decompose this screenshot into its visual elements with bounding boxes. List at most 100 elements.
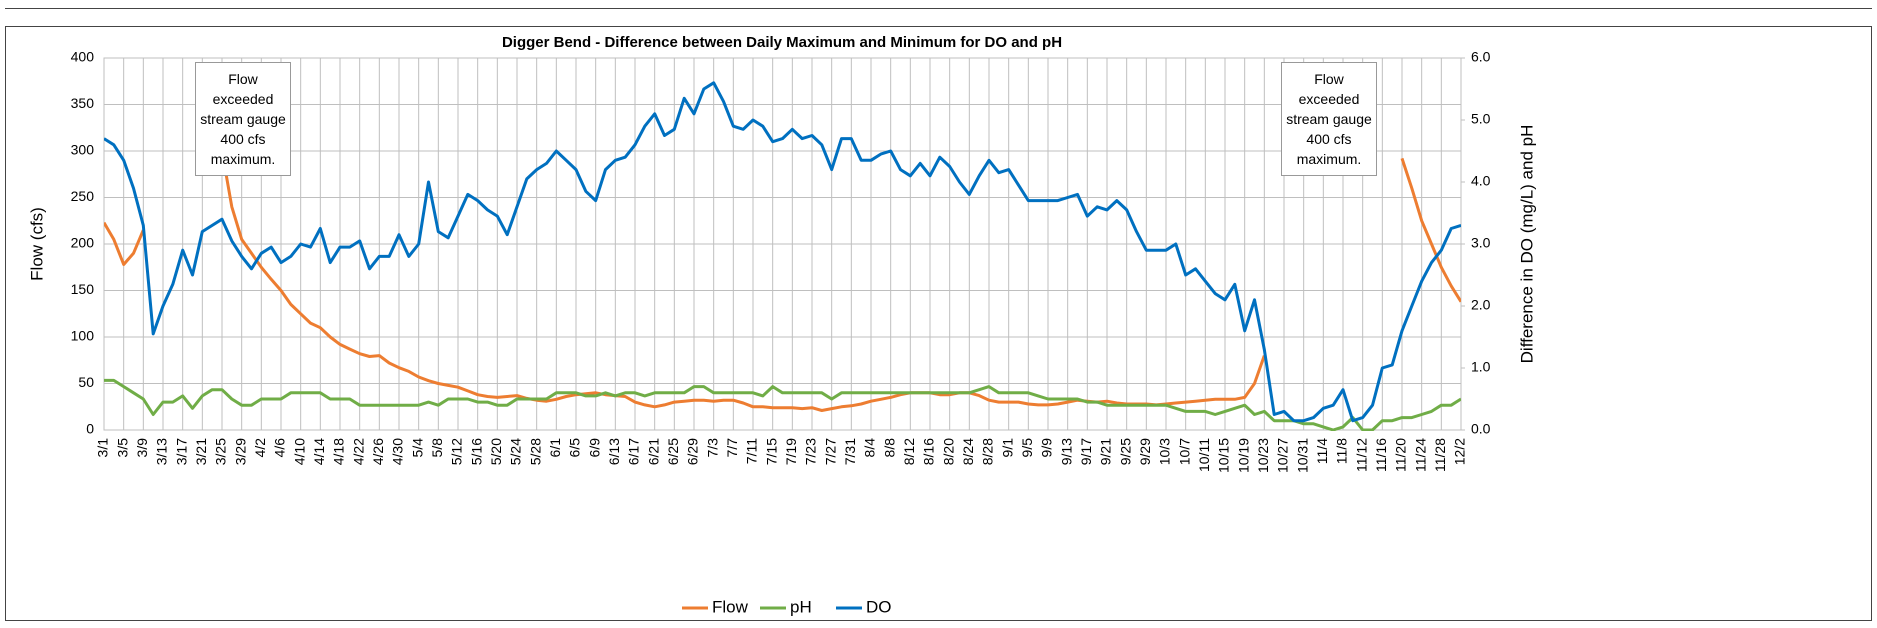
x-tick-label: 7/7 xyxy=(724,438,740,458)
x-tick-label: 5/16 xyxy=(468,438,484,465)
legend-label: pH xyxy=(790,597,812,616)
x-tick-label: 9/1 xyxy=(999,438,1015,458)
x-tick-label: 5/4 xyxy=(409,438,425,458)
x-tick-label: 3/21 xyxy=(193,438,209,465)
y-tick-label: 300 xyxy=(71,142,95,158)
x-tick-label: 4/6 xyxy=(272,438,288,458)
x-tick-label: 5/20 xyxy=(488,438,504,465)
y2-tick-label: 3.0 xyxy=(1471,235,1491,251)
x-tick-label: 11/20 xyxy=(1393,438,1409,472)
x-tick-label: 3/13 xyxy=(154,438,170,465)
annotation: Flow exceeded stream gauge 400 cfs maxim… xyxy=(1281,62,1377,176)
x-tick-label: 8/12 xyxy=(901,438,917,465)
x-tick-label: 10/15 xyxy=(1216,438,1232,473)
y-axis-title: Flow (cfs) xyxy=(27,207,46,281)
y-tick-label: 200 xyxy=(71,235,95,251)
x-tick-label: 8/28 xyxy=(980,438,996,465)
x-tick-label: 8/24 xyxy=(960,438,976,465)
x-tick-label: 6/17 xyxy=(626,438,642,465)
series-line xyxy=(104,81,1461,423)
x-tick-label: 10/23 xyxy=(1255,438,1271,473)
x-tick-label: 11/28 xyxy=(1432,438,1448,472)
x-tick-label: 3/25 xyxy=(213,438,229,465)
y-tick-label: 0 xyxy=(86,421,94,437)
legend-label: DO xyxy=(866,597,892,616)
x-tick-label: 9/5 xyxy=(1019,438,1035,458)
y-tick-label: 400 xyxy=(71,49,95,65)
x-tick-label: 4/26 xyxy=(370,438,386,465)
x-tick-label: 10/3 xyxy=(1157,438,1173,465)
x-tick-label: 11/12 xyxy=(1353,438,1369,472)
y-tick-label: 100 xyxy=(71,328,95,344)
y2-tick-label: 2.0 xyxy=(1471,297,1491,313)
x-tick-label: 6/21 xyxy=(645,438,661,465)
x-tick-label: 7/11 xyxy=(744,438,760,464)
plot-frame xyxy=(103,57,1462,431)
x-tick-label: 5/24 xyxy=(508,438,524,465)
x-tick-label: 6/13 xyxy=(606,438,622,465)
y2-tick-label: 4.0 xyxy=(1471,173,1491,189)
x-tick-label: 9/13 xyxy=(1058,438,1074,465)
x-tick-label: 4/2 xyxy=(252,438,268,458)
x-tick-label: 5/8 xyxy=(429,438,445,458)
x-tick-label: 4/30 xyxy=(390,438,406,465)
x-tick-label: 6/5 xyxy=(567,438,583,458)
x-tick-label: 9/29 xyxy=(1137,438,1153,465)
annotation: Flow exceeded stream gauge 400 cfs maxim… xyxy=(195,62,291,176)
x-tick-label: 9/17 xyxy=(1078,438,1094,465)
y-tick-label: 150 xyxy=(71,281,95,297)
chart-frame xyxy=(5,26,1872,621)
x-tick-label: 9/9 xyxy=(1039,438,1055,458)
y-tick-label: 250 xyxy=(71,188,95,204)
x-tick-label: 11/4 xyxy=(1314,438,1330,464)
x-tick-label: 3/5 xyxy=(114,438,130,458)
x-tick-label: 8/8 xyxy=(881,438,897,458)
chart-title: Digger Bend - Difference between Daily M… xyxy=(502,34,1062,51)
x-tick-label: 5/28 xyxy=(527,438,543,465)
x-tick-label: 4/18 xyxy=(331,438,347,465)
x-tick-label: 6/29 xyxy=(685,438,701,465)
series-line xyxy=(104,378,1461,431)
x-tick-label: 6/1 xyxy=(547,438,563,458)
x-tick-label: 10/31 xyxy=(1294,438,1310,473)
x-tick-label: 11/8 xyxy=(1334,438,1350,464)
x-tick-label: 8/20 xyxy=(940,438,956,465)
x-tick-label: 4/22 xyxy=(350,438,366,465)
x-tick-label: 7/19 xyxy=(783,438,799,465)
x-tick-label: 7/27 xyxy=(822,438,838,465)
x-tick-label: 5/12 xyxy=(449,438,465,465)
x-tick-label: 9/25 xyxy=(1117,438,1133,465)
x-tick-label: 7/23 xyxy=(803,438,819,465)
x-tick-label: 8/16 xyxy=(921,438,937,465)
x-tick-label: 10/11 xyxy=(1196,438,1212,472)
y2-tick-label: 6.0 xyxy=(1471,49,1491,65)
x-tick-label: 3/9 xyxy=(134,438,150,458)
x-tick-label: 3/29 xyxy=(232,438,248,465)
x-tick-label: 7/3 xyxy=(704,438,720,458)
legend-label: Flow xyxy=(712,597,749,616)
x-tick-label: 4/10 xyxy=(291,438,307,465)
x-tick-label: 4/14 xyxy=(311,438,327,465)
y2-tick-label: 1.0 xyxy=(1471,359,1491,375)
x-tick-label: 3/1 xyxy=(95,438,111,458)
x-tick-label: 8/4 xyxy=(862,438,878,458)
x-tick-label: 7/31 xyxy=(842,438,858,465)
x-tick-label: 6/9 xyxy=(586,438,602,458)
x-tick-label: 3/17 xyxy=(173,438,189,465)
y-tick-label: 50 xyxy=(78,374,94,390)
x-tick-label: 9/21 xyxy=(1098,438,1114,465)
x-tick-label: 11/16 xyxy=(1373,438,1389,472)
x-tick-label: 6/25 xyxy=(665,438,681,465)
x-tick-label: 12/2 xyxy=(1452,438,1468,465)
x-tick-label: 10/7 xyxy=(1176,438,1192,465)
y2-tick-label: 5.0 xyxy=(1471,111,1491,127)
y2-axis-title: Difference in DO (mg/L) and pH xyxy=(1517,125,1536,364)
y-tick-label: 350 xyxy=(71,95,95,111)
x-tick-label: 10/19 xyxy=(1235,438,1251,473)
x-tick-label: 10/27 xyxy=(1275,438,1291,473)
x-tick-label: 7/15 xyxy=(763,438,779,465)
y2-tick-label: 0.0 xyxy=(1471,421,1491,437)
series-line xyxy=(104,150,1461,412)
